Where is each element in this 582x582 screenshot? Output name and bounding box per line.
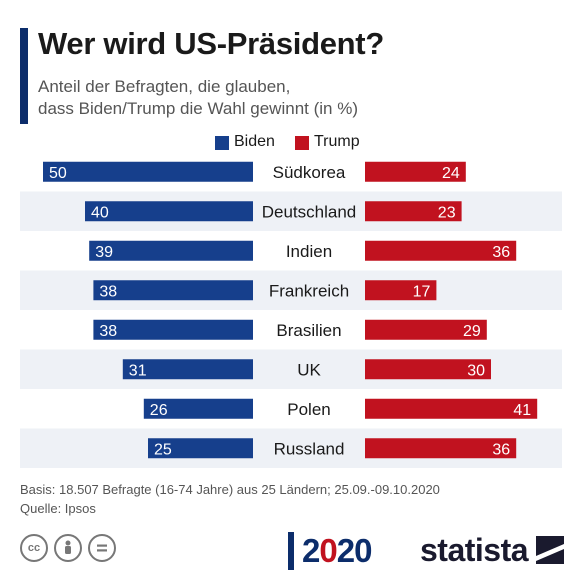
chart-title: Wer wird US-Präsident?	[38, 26, 384, 61]
category-label-brasilien: Brasilien	[276, 321, 341, 340]
attribution-person-icon	[54, 534, 82, 562]
category-label-deutschland: Deutschland	[262, 202, 357, 221]
bar-biden-s-dkorea	[43, 161, 253, 182]
creative-commons-icon: cc	[20, 534, 48, 562]
statista-logo-icon	[536, 536, 564, 564]
category-label-uk: UK	[297, 360, 321, 379]
value-label-trump-brasilien: 29	[463, 323, 481, 340]
title-accent-bar	[20, 28, 28, 124]
bar-biden-uk	[122, 359, 253, 380]
bar-trump-indien	[365, 240, 517, 261]
value-label-trump-russland: 36	[492, 441, 510, 458]
bar-biden-indien	[89, 240, 253, 261]
value-label-trump-indien: 36	[492, 244, 510, 261]
value-label-biden-s-dkorea: 50	[49, 165, 67, 182]
legend-label-biden: Biden	[234, 133, 275, 150]
bar-trump-brasilien	[365, 319, 487, 340]
value-label-trump-uk: 30	[467, 362, 485, 379]
bar-trump-s-dkorea	[365, 161, 466, 182]
footer-source: Quelle: Ipsos	[20, 501, 96, 516]
value-label-biden-russland: 25	[154, 441, 172, 458]
year-digit-prefix: 2	[302, 532, 320, 569]
legend-swatch-trump	[295, 136, 309, 150]
category-label-polen: Polen	[287, 400, 330, 419]
category-label-frankreich: Frankreich	[269, 281, 349, 300]
bar-trump-frankreich	[365, 280, 437, 301]
year-accent-bar	[288, 532, 294, 570]
subtitle-line-2: dass Biden/Trump die Wahl gewinnt (in %)	[38, 99, 358, 118]
value-label-trump-polen: 41	[513, 402, 531, 419]
statista-logo-text: statista	[420, 532, 529, 568]
bar-trump-russland	[365, 438, 517, 459]
bar-biden-russland	[148, 438, 253, 459]
year-digit-suffix: 20	[336, 532, 373, 569]
bar-biden-brasilien	[93, 319, 254, 340]
bar-chart: 50 24 Südkorea 40 23 Deutschland 39 36 Indien 38 1…	[20, 161, 562, 468]
year-logo: 2020	[302, 532, 373, 570]
footer-basis: Basis: 18.507 Befragte (16-74 Jahre) aus…	[20, 482, 440, 497]
value-label-biden-polen: 26	[150, 402, 168, 419]
value-label-biden-frankreich: 38	[99, 283, 117, 300]
chart-subtitle: Anteil der Befragten, die glauben, dass …	[38, 76, 358, 120]
bar-trump-deutschland	[365, 201, 462, 222]
value-label-trump-deutschland: 23	[438, 204, 456, 221]
value-label-biden-deutschland: 40	[91, 204, 109, 221]
category-label-s-dkorea: Südkorea	[273, 163, 346, 182]
category-label-russland: Russland	[274, 439, 345, 458]
value-label-biden-brasilien: 38	[99, 323, 117, 340]
value-label-biden-uk: 31	[129, 362, 147, 379]
bar-biden-frankreich	[93, 280, 254, 301]
year-digit-flag: 0	[319, 532, 337, 569]
legend-swatch-biden	[215, 136, 229, 150]
bar-trump-uk	[365, 359, 491, 380]
legend-label-trump: Trump	[314, 133, 360, 150]
bar-trump-polen	[365, 398, 538, 419]
value-label-trump-frankreich: 17	[413, 283, 431, 300]
value-label-biden-indien: 39	[95, 244, 113, 261]
branding-bar: cc 2020 statista	[0, 520, 582, 582]
no-derivatives-icon	[88, 534, 116, 562]
bar-biden-deutschland	[85, 201, 253, 222]
value-label-trump-s-dkorea: 24	[442, 165, 460, 182]
bar-biden-polen	[143, 398, 253, 419]
subtitle-line-1: Anteil der Befragten, die glauben,	[38, 77, 291, 96]
legend: Biden Trump	[0, 133, 582, 153]
category-label-indien: Indien	[286, 242, 332, 261]
